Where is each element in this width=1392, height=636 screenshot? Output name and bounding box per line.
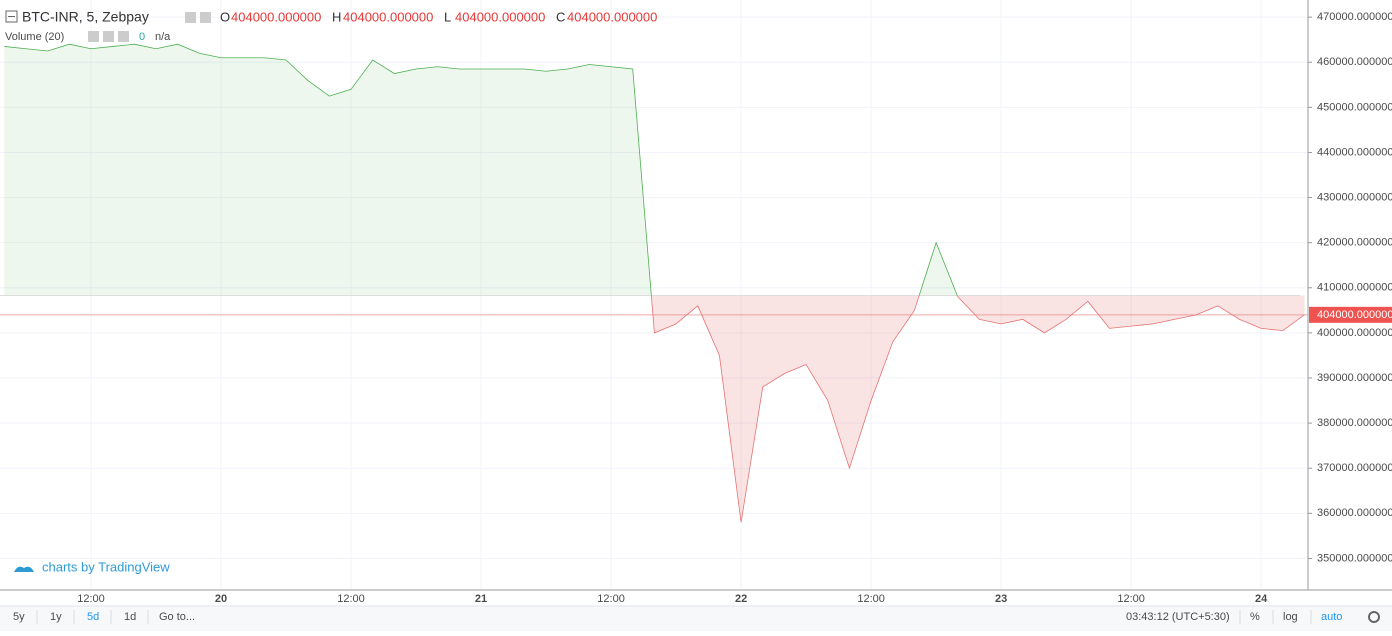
x-tick-label: 12:00 — [857, 593, 885, 605]
volume-icon[interactable] — [103, 31, 114, 42]
y-tick-label: 440000.000000 — [1317, 146, 1392, 158]
x-tick-label: 21 — [475, 593, 487, 605]
y-tick-label: 360000.000000 — [1317, 507, 1392, 519]
y-tick-label: 430000.000000 — [1317, 191, 1392, 203]
y-tick-label: 380000.000000 — [1317, 417, 1392, 429]
x-tick-label: 20 — [215, 593, 227, 605]
option-button[interactable]: % — [1250, 611, 1260, 623]
area-below — [651, 295, 1305, 523]
ohlc-value: 404000.000000 — [231, 9, 321, 24]
ohlc-value: 404000.000000 — [455, 9, 545, 24]
ohlc-value: 404000.000000 — [343, 9, 433, 24]
y-tick-label: 370000.000000 — [1317, 462, 1392, 474]
option-button[interactable]: auto — [1321, 611, 1342, 623]
x-tick-label: 12:00 — [1117, 593, 1145, 605]
y-tick-label: 390000.000000 — [1317, 372, 1392, 384]
y-tick-label: 460000.000000 — [1317, 56, 1392, 68]
goto-button[interactable]: Go to... — [159, 611, 195, 623]
ohlc-key: L — [444, 9, 451, 24]
ohlc-key: H — [332, 9, 341, 24]
branding[interactable]: charts by TradingView — [42, 559, 170, 574]
y-tick-label: 450000.000000 — [1317, 101, 1392, 113]
ohlc-value: 404000.000000 — [567, 9, 657, 24]
settings-icon[interactable] — [200, 12, 211, 23]
x-tick-label: 12:00 — [337, 593, 365, 605]
volume-icon[interactable] — [118, 31, 129, 42]
x-tick-label: 23 — [995, 593, 1007, 605]
range-button[interactable]: 5y — [13, 611, 25, 623]
range-button[interactable]: 5d — [87, 611, 99, 623]
x-tick-label: 12:00 — [77, 593, 105, 605]
collapse-icon[interactable] — [5, 10, 18, 23]
x-tick-label: 24 — [1255, 593, 1268, 605]
y-tick-label: 350000.000000 — [1317, 552, 1392, 564]
range-button[interactable]: 1y — [50, 611, 62, 623]
volume-icon[interactable] — [88, 31, 99, 42]
clock: 03:43:12 (UTC+5:30) — [1126, 611, 1230, 623]
last-price-label: 404000.000000 — [1317, 309, 1392, 321]
last-price-tag — [1309, 306, 1392, 323]
settings-icon[interactable] — [185, 12, 196, 23]
price-line-above — [4, 43, 958, 296]
x-tick-label: 22 — [735, 593, 747, 605]
volume-label: Volume (20) — [5, 31, 64, 43]
y-tick-label: 400000.000000 — [1317, 327, 1392, 339]
range-button[interactable]: 1d — [124, 611, 136, 623]
volume-ma: n/a — [155, 31, 171, 43]
y-tick-label: 420000.000000 — [1317, 237, 1392, 249]
option-button[interactable]: log — [1283, 611, 1298, 623]
y-tick-label: 470000.000000 — [1317, 11, 1392, 23]
tradingview-logo[interactable] — [14, 566, 34, 572]
settings-gear[interactable] — [1368, 611, 1380, 623]
x-tick-label: 12:00 — [597, 593, 625, 605]
y-tick-label: 410000.000000 — [1317, 282, 1392, 294]
volume-value: 0 — [139, 31, 145, 43]
ohlc-key: C — [556, 9, 565, 24]
ohlc-key: O — [220, 9, 230, 24]
price-line-below — [650, 295, 1305, 523]
bottom-toolbar — [0, 606, 1392, 631]
area-above — [4, 44, 1305, 296]
symbol: BTC-INR, 5, Zebpay — [22, 9, 149, 25]
